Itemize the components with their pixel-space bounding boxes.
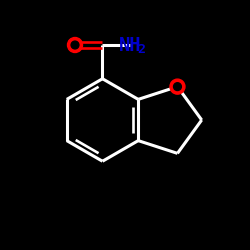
Circle shape — [170, 79, 185, 94]
Text: 2: 2 — [138, 43, 146, 56]
Circle shape — [174, 83, 181, 90]
Circle shape — [68, 38, 82, 52]
Circle shape — [71, 41, 79, 49]
Text: NH: NH — [119, 36, 141, 54]
